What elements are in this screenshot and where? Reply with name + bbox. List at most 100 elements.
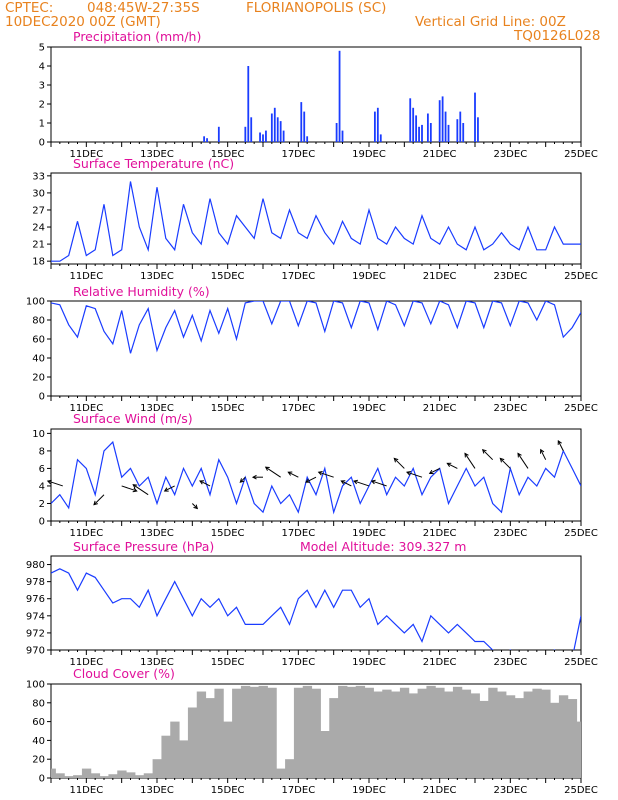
y-tick-label: 18 [32,257,45,268]
cloud-bar [64,776,74,778]
plot-frame [50,46,582,143]
cloud-bar [550,702,560,778]
wind-arrow [447,462,458,469]
x-tick-label: 23DEC [493,528,527,539]
y-tick-label: 970 [26,646,45,657]
wind-arrow [199,480,211,487]
wind-arrow [540,449,547,460]
precip-bar [341,130,344,142]
wind-arrow [132,484,149,496]
wind-arrow-head [446,462,452,467]
precip-bar [276,117,279,142]
wind-arrow-head [46,479,52,485]
wind-arrow [318,471,334,478]
precip-bar [262,134,264,142]
precip-bar [247,66,250,142]
panel-2: Surface Temperature (nC) 18 21 24 27 30 33 11DE… [32,156,598,282]
x-tick-label: 25DEC [564,785,598,796]
y-tick-label: 100 [26,680,45,691]
wind-arrow-head [499,457,505,463]
x-tick-label: 25DEC [564,657,598,668]
x-tick-label: 19DEC [352,657,386,668]
wind-arrow-head [93,500,98,506]
cloud-bar [435,687,445,778]
x-tick-label: 25DEC [564,149,598,160]
panel-title: Cloud Cover (%) [73,666,175,681]
cloud-bar [258,685,268,778]
x-tick-label: 25DEC [564,271,598,282]
y-tick-label: 0 [39,138,45,149]
wind-arrow [341,480,352,487]
cloud-bar [214,688,224,778]
precip-bar [462,123,465,142]
cloud-bar [276,768,286,778]
x-tick-label: 15DEC [211,403,245,414]
y-tick-label: 972 [26,628,45,639]
x-tick-label: 13DEC [140,403,174,414]
cloud-bar [541,689,551,778]
wind-arrow [371,480,387,487]
x-tick-label: 13DEC [140,271,174,282]
wind-arrow-head [428,469,434,475]
precip-bar [415,115,418,142]
x-tick-label: 21DEC [423,528,457,539]
precip-bar [282,130,285,142]
x-tick-label: 13DEC [140,528,174,539]
cloud-bar [108,774,118,778]
panel-title: Relative Humidity (%) [73,284,210,299]
wind-arrow [406,471,423,478]
cloud-bar [126,772,136,778]
cloud-bar [143,773,154,778]
wind-arrow [121,485,137,492]
x-tick-label: 13DEC [140,657,174,668]
y-tick-label: 980 [26,560,45,571]
precip-bar [379,134,382,142]
y-tick-label: 976 [26,594,45,605]
y-tick-label: 8 [39,446,45,457]
x-tick-label: 23DEC [493,785,527,796]
panel-4: Surface Wind (m/s) 0 2 4 6 8 10 11DEC 13DEC 15DEC… [32,411,598,539]
x-tick-label: 15DEC [211,785,245,796]
cloud-bar [240,685,251,778]
x-tick-label: 17DEC [281,271,315,282]
y-tick-label: 978 [26,577,45,588]
x-tick-label: 25DEC [564,403,598,414]
wind-arrow [239,476,246,483]
wind-arrow-head [557,439,562,445]
panel-title: Surface Wind (m/s) [73,411,193,426]
precip-bar [444,111,447,142]
series-line [51,568,581,650]
precip-bar [373,111,376,142]
cloud-bar [497,691,507,778]
y-tick-label: 27 [32,205,45,216]
precip-bar [303,111,306,142]
cloud-bar [452,686,463,778]
wind-arrow [305,476,317,483]
y-tick-label: 0 [39,517,45,528]
precip-bar [441,96,444,142]
cloud-bar [470,693,480,778]
precip-bar [456,119,459,142]
y-tick-label: 2 [39,499,45,510]
wind-arrow [353,480,370,487]
wind-arrow [464,453,476,469]
wind-arrow-head [540,448,545,454]
header-location: FLORIANOPOLIS (SC) [246,0,387,16]
x-tick-label: 11DEC [69,403,103,414]
y-tick-label: 20 [32,755,45,766]
y-tick-label: 4 [39,481,45,492]
x-tick-label: 17DEC [281,403,315,414]
precip-bar [335,123,338,142]
precip-bar [265,130,267,142]
plot-frame [50,172,582,265]
precip-bar [273,107,276,142]
cloud-bar [558,695,569,778]
x-tick-label: 19DEC [352,528,386,539]
x-tick-label: 19DEC [352,785,386,796]
wind-arrow-head [305,478,311,483]
x-tick-label: 21DEC [423,403,457,414]
wind-arrow-head [340,480,346,485]
y-tick-label: 974 [26,611,45,622]
cloud-bar [179,740,189,778]
x-tick-label: 13DEC [140,149,174,160]
